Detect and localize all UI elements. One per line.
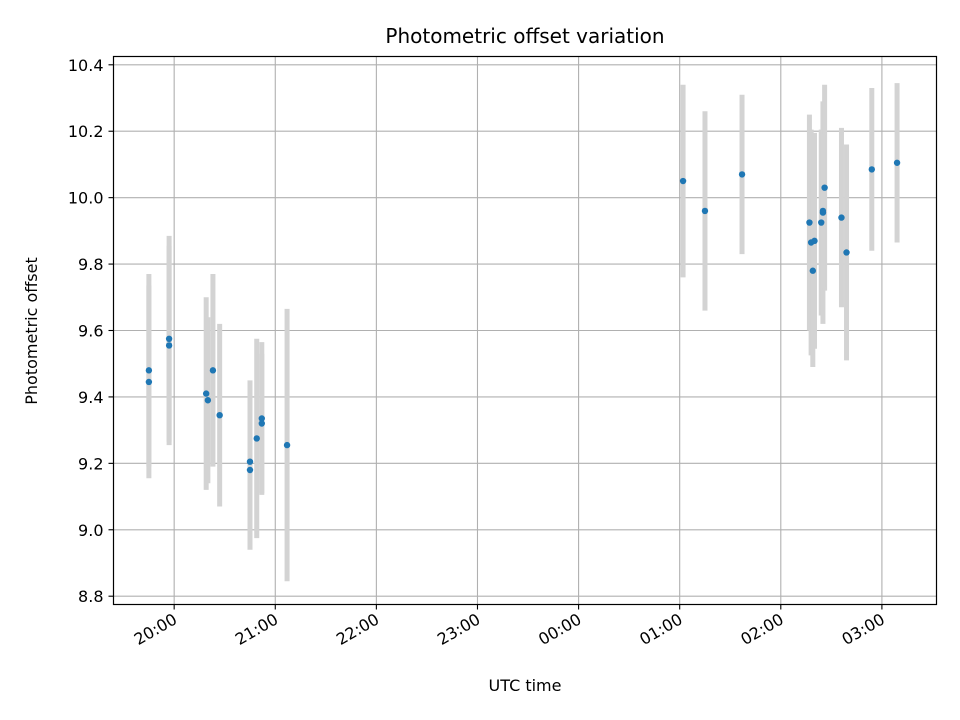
data-point [246, 458, 254, 465]
y-tick-label: 9.8 [78, 255, 103, 274]
data-point [253, 435, 260, 442]
y-axis-label: Photometric offset [22, 257, 41, 405]
data-point [701, 207, 709, 215]
data-point [165, 342, 173, 349]
y-tick-label: 8.8 [78, 587, 103, 606]
data-point [838, 214, 845, 221]
x-axis-label: UTC time [489, 676, 562, 695]
data-point [811, 237, 818, 245]
y-tick-label: 9.4 [78, 388, 103, 407]
chart-title: Photometric offset variation [385, 24, 664, 48]
data-point [209, 367, 217, 374]
data-point [806, 219, 813, 226]
data-point [145, 367, 153, 374]
data-point [868, 166, 875, 173]
data-point [145, 378, 153, 386]
data-point [258, 420, 265, 427]
data-point [283, 441, 291, 449]
y-tick-label: 10.2 [68, 122, 104, 141]
data-points [145, 159, 901, 474]
y-tick-label: 9.6 [78, 322, 103, 341]
data-point [258, 415, 265, 422]
data-point [818, 219, 825, 226]
data-point [893, 159, 901, 166]
data-point [843, 249, 850, 256]
y-tick-label: 10.4 [68, 56, 104, 75]
y-tick-label: 10.0 [68, 189, 104, 208]
data-point [216, 411, 223, 419]
y-tick-label: 9.2 [78, 454, 103, 473]
y-axis-ticks: 8.8 9.0 9.2 9.4 9.6 9.8 10.0 10.2 10.4 [68, 56, 114, 606]
data-point [819, 207, 827, 215]
data-point [821, 184, 828, 191]
data-point [246, 466, 254, 474]
y-tick-label: 9.0 [78, 521, 103, 540]
data-point [165, 335, 173, 343]
data-point [679, 177, 687, 185]
data-point [809, 267, 817, 274]
data-point [738, 171, 746, 178]
data-point [202, 390, 210, 397]
data-point [204, 397, 212, 404]
